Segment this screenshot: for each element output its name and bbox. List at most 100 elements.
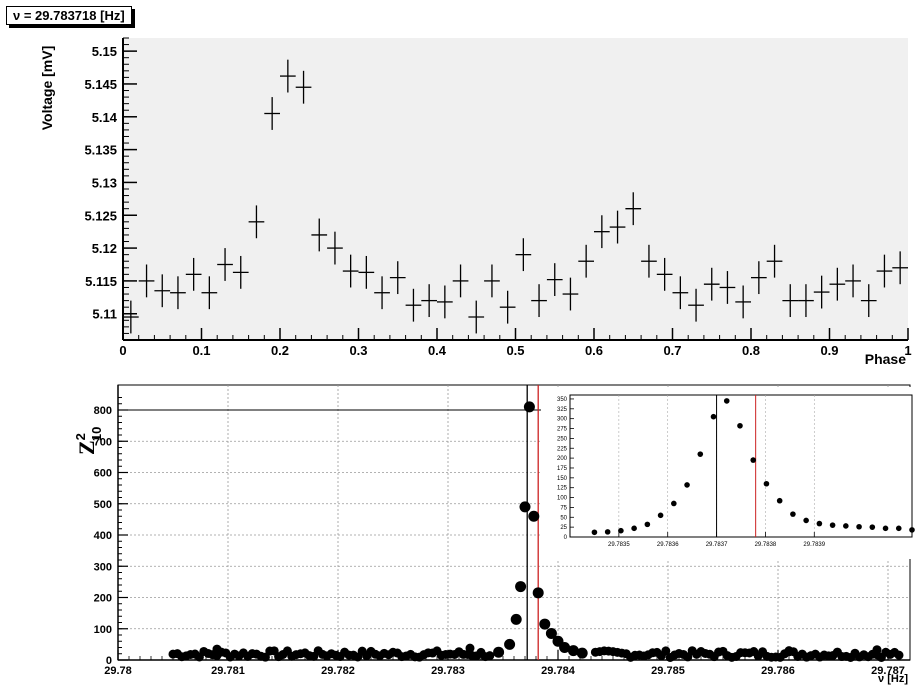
- data-point: [531, 284, 547, 318]
- y-tick-label: 700: [94, 436, 112, 448]
- inset-point: [657, 512, 664, 519]
- data-point: [138, 264, 155, 298]
- plot-area: [123, 38, 908, 340]
- inset-point: [776, 497, 783, 504]
- x-tick-label: 29.781: [211, 665, 245, 677]
- inset-y-tick-label: 0: [564, 535, 568, 541]
- y-tick-label: 500: [94, 499, 112, 511]
- data-point: [625, 192, 642, 226]
- data-point: [594, 215, 610, 249]
- data-point: [358, 255, 375, 289]
- x-tick-label: 0.5: [506, 343, 524, 358]
- inset-y-tick-label: 25: [560, 525, 567, 531]
- x-tick-label: 0.4: [428, 343, 447, 358]
- peak-point: [523, 401, 535, 413]
- data-point: [327, 231, 343, 265]
- peak-point: [510, 613, 522, 625]
- data-point: [672, 276, 689, 310]
- x-tick-label: 0: [119, 343, 126, 358]
- x-tick-label: 29.783: [431, 665, 465, 677]
- peak-point: [567, 645, 579, 657]
- peak-point: [532, 587, 544, 599]
- frequency-label: ν = 29.783718 [Hz]: [6, 6, 132, 25]
- inset-y-tick-label: 100: [557, 496, 568, 502]
- x-tick-label: 0.1: [192, 343, 210, 358]
- inset-x-tick-label: 29.7838: [755, 542, 777, 548]
- inset-y-tick-label: 150: [557, 476, 568, 482]
- inset-point: [591, 529, 598, 536]
- inset-point: [763, 480, 770, 487]
- inset-point: [723, 398, 730, 404]
- data-point: [578, 244, 594, 278]
- inset-point: [631, 525, 637, 532]
- inset-point: [604, 529, 611, 535]
- x-tick-label: 0.8: [742, 343, 760, 358]
- x-tick-label: 29.78: [104, 665, 132, 677]
- inset-point: [869, 524, 876, 530]
- data-point: [719, 271, 736, 304]
- y-tick-label: 400: [94, 530, 112, 542]
- data-point: [845, 264, 861, 298]
- inset-x-tick-label: 29.7836: [657, 542, 679, 548]
- noise-point: [784, 646, 794, 656]
- inset-periodogram-chart: 29.7835 29.7836 29.7837 29.7838 29.7839 0 25 50…: [541, 387, 915, 559]
- y-tick-label: 800: [94, 405, 112, 417]
- peak-point: [576, 647, 588, 659]
- peak-point: [519, 501, 531, 513]
- y-axis-label-sup: 2: [73, 433, 88, 440]
- inset-point: [829, 522, 836, 528]
- inset-y-tick-label: 225: [557, 446, 568, 452]
- x-tick-label: 0.7: [663, 343, 681, 358]
- data-point: [389, 261, 406, 295]
- y-axis-label: Voltage [mV]: [39, 46, 55, 131]
- inset-y-tick-label: 50: [560, 515, 567, 521]
- data-point: [829, 267, 846, 301]
- peak-point: [559, 642, 571, 653]
- inset-y-tick-label: 250: [557, 436, 568, 442]
- peak-point: [504, 638, 516, 650]
- data-point: [798, 284, 814, 318]
- inset-point: [737, 422, 743, 429]
- inset-point: [895, 525, 902, 532]
- inset-point: [710, 413, 717, 420]
- data-point: [766, 244, 783, 278]
- noise-point: [485, 651, 495, 661]
- noise-point: [661, 646, 671, 656]
- y-axis-label: Z210: [73, 427, 104, 455]
- data-point: [201, 276, 218, 310]
- data-point: [405, 288, 422, 322]
- phase-profile-chart: 5.11 5.115 5.12 5.125 5.13 5.135 5.14 5.145 5.15…: [39, 37, 912, 367]
- inset-point: [671, 500, 677, 507]
- inset-point: [644, 521, 651, 528]
- y-tick-label: 5.135: [84, 143, 117, 158]
- data-point: [515, 238, 532, 272]
- y-axis-label-sub: 10: [89, 427, 104, 441]
- y-tick-label: 5.145: [84, 77, 117, 92]
- inset-y-tick-label: 275: [557, 427, 568, 433]
- inset-y-tick-label: 300: [557, 417, 568, 423]
- data-point: [374, 276, 390, 310]
- data-point: [437, 285, 453, 319]
- data-point: [484, 264, 500, 298]
- y-tick-label: 0: [106, 655, 112, 667]
- inset-point: [618, 527, 624, 534]
- y-axis-label-main: Z: [74, 440, 99, 455]
- noise-point: [872, 645, 882, 655]
- data-point: [782, 284, 799, 318]
- data-point: [123, 300, 139, 334]
- y-tick-label: 5.14: [92, 110, 118, 125]
- data-point: [813, 275, 830, 309]
- y-tick-label: 5.115: [85, 274, 117, 289]
- inset-point: [803, 517, 809, 524]
- x-tick-label: 29.785: [651, 665, 685, 677]
- data-point: [342, 254, 359, 288]
- data-point: [154, 274, 171, 308]
- peak-point: [545, 627, 557, 639]
- x-tick-label: 0.3: [349, 343, 367, 358]
- x-tick-label: 0.9: [820, 343, 838, 358]
- y-tick-label: 200: [94, 593, 112, 605]
- peak-point: [493, 646, 505, 658]
- inset-y-tick-label: 125: [557, 486, 568, 492]
- y-tick-label: 300: [94, 561, 112, 573]
